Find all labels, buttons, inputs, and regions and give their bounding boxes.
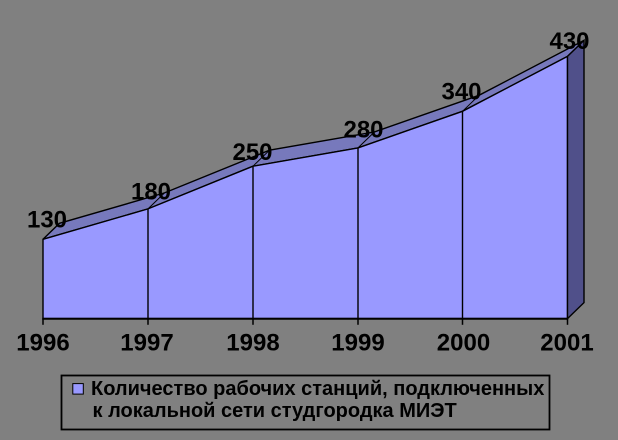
svg-text:1997: 1997 [120,330,173,357]
svg-text:к локальной сети студгородка М: к локальной сети студгородка МИЭТ [93,400,457,422]
svg-text:130: 130 [27,207,67,234]
svg-text:2000: 2000 [437,330,490,357]
svg-text:1998: 1998 [226,330,279,357]
svg-text:2001: 2001 [540,330,593,357]
svg-text:280: 280 [343,116,383,143]
svg-text:Количество рабочих станций, по: Количество рабочих станций, подключенных [91,378,544,400]
svg-text:340: 340 [441,79,481,106]
svg-text:1996: 1996 [16,330,69,357]
svg-text:430: 430 [549,28,589,55]
svg-text:250: 250 [232,139,272,166]
svg-text:180: 180 [131,178,171,205]
svg-text:1999: 1999 [331,330,384,357]
